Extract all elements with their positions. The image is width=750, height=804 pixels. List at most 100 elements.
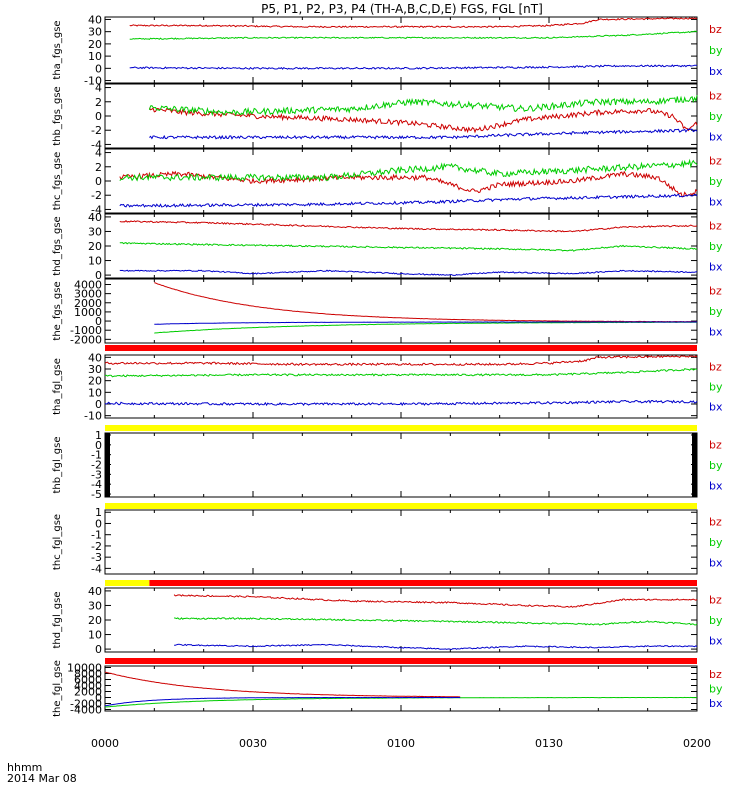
legend-bx: bx xyxy=(709,634,723,647)
ytick-label: 4000 xyxy=(74,680,102,693)
ytick-label: -4 xyxy=(91,478,102,491)
panel-ylabel: tha_fgs_gse xyxy=(52,20,63,79)
panel-frame xyxy=(104,587,698,653)
legend-by: by xyxy=(709,44,723,57)
ytick-label: 20 xyxy=(88,240,102,253)
legend-bz: bz xyxy=(709,516,722,529)
series-bz-line xyxy=(154,282,697,323)
ytick-label: -2000 xyxy=(70,698,102,711)
ytick-label: 3000 xyxy=(74,288,102,301)
series-bx-line xyxy=(104,399,698,407)
series-by-line xyxy=(119,241,698,252)
ytick-label: -2 xyxy=(91,459,102,472)
ytick-label: 0 xyxy=(95,643,102,656)
series-bz-line xyxy=(104,355,698,367)
ytick-label: 20 xyxy=(88,38,102,51)
series-bx-line xyxy=(119,193,698,208)
footer-label-time: hhmm xyxy=(7,761,42,774)
series-bx-line xyxy=(149,128,698,140)
status-bar-red xyxy=(105,658,697,664)
ytick-label: 10 xyxy=(88,386,102,399)
legend-bz: bz xyxy=(709,594,722,607)
series-bz-line xyxy=(148,107,698,134)
series-by-line xyxy=(174,617,698,626)
legend-by: by xyxy=(709,381,723,394)
ytick-label: -4 xyxy=(91,203,102,216)
ytick-label: 10000 xyxy=(67,662,102,675)
ytick-label: 0 xyxy=(95,269,102,282)
ytick-label: 8000 xyxy=(74,668,102,681)
panel-ylabel: thc_fgl_gse xyxy=(52,514,63,570)
ytick-label: -10 xyxy=(84,75,102,88)
panel-ylabel: thb_fgs_gse xyxy=(52,86,63,145)
legend-by: by xyxy=(709,305,723,318)
ytick-label: -1 xyxy=(91,449,102,462)
ytick-label: 0 xyxy=(95,398,102,411)
ytick-label: 0 xyxy=(95,517,102,530)
ytick-label: 2000 xyxy=(74,297,102,310)
legend-bx: bx xyxy=(709,556,723,569)
ytick-label: 1 xyxy=(95,429,102,442)
legend-bx: bx xyxy=(709,65,723,78)
panel-frame xyxy=(104,509,698,575)
xtick-label: 0130 xyxy=(535,737,563,750)
ytick-label: -5 xyxy=(91,488,102,501)
legend-by: by xyxy=(709,175,723,188)
series-bz-line xyxy=(104,671,461,698)
ytick-label: 40 xyxy=(88,351,102,364)
legend-by: by xyxy=(709,459,723,472)
ytick-label: 1 xyxy=(95,506,102,519)
ytick-label: -2 xyxy=(91,540,102,553)
ytick-label: 30 xyxy=(88,26,102,39)
ytick-label: 2000 xyxy=(74,686,102,699)
legend-by: by xyxy=(709,536,723,549)
panel-frame xyxy=(104,213,698,279)
ytick-label: 0 xyxy=(95,175,102,188)
ytick-label: 2 xyxy=(95,96,102,109)
series-by-line xyxy=(148,95,698,117)
ytick-label: 6000 xyxy=(74,674,102,687)
legend-bx: bx xyxy=(709,697,723,710)
series-bx-line xyxy=(104,696,461,707)
legend-bx: bx xyxy=(709,130,723,143)
ytick-label: -3 xyxy=(91,468,102,481)
ytick-label: -4 xyxy=(91,138,102,151)
status-bar-yellow xyxy=(105,503,697,509)
series-bz-line xyxy=(173,594,698,608)
status-bar-yellow xyxy=(105,425,697,431)
panel-frame xyxy=(104,148,698,214)
panel-thc_fgl_gse: 10-1-2-3-4 thc_fgl_gse bz by bx xyxy=(52,506,723,586)
series-bz-line xyxy=(129,17,698,29)
ytick-label: 10 xyxy=(88,255,102,268)
series-by-line xyxy=(154,321,697,334)
series-bz-line xyxy=(119,220,698,233)
ytick-label: -10 xyxy=(84,410,102,423)
ytick-label: 0 xyxy=(95,439,102,452)
status-bar-red xyxy=(149,580,697,586)
ytick-label: 4 xyxy=(95,147,102,160)
ytick-label: 30 xyxy=(88,225,102,238)
ytick-label: -3 xyxy=(91,551,102,564)
series-by-line xyxy=(119,158,698,183)
ytick-label: 2 xyxy=(95,161,102,174)
status-bar-red xyxy=(105,345,697,351)
legend-bx: bx xyxy=(709,195,723,208)
legend-bz: bz xyxy=(709,285,722,298)
ytick-label: 0 xyxy=(95,692,102,705)
ytick-label: 20 xyxy=(88,614,102,627)
ytick-label: 40 xyxy=(88,13,102,26)
panel-ylabel: thd_fgl_gse xyxy=(52,592,63,649)
panel-ylabel: thc_fgs_gse xyxy=(52,152,63,211)
legend-bx: bx xyxy=(709,260,723,273)
ytick-label: -4 xyxy=(91,562,102,575)
panel-frame xyxy=(104,665,698,712)
xtick-label: 0000 xyxy=(91,737,119,750)
legend-bz: bz xyxy=(709,360,722,373)
